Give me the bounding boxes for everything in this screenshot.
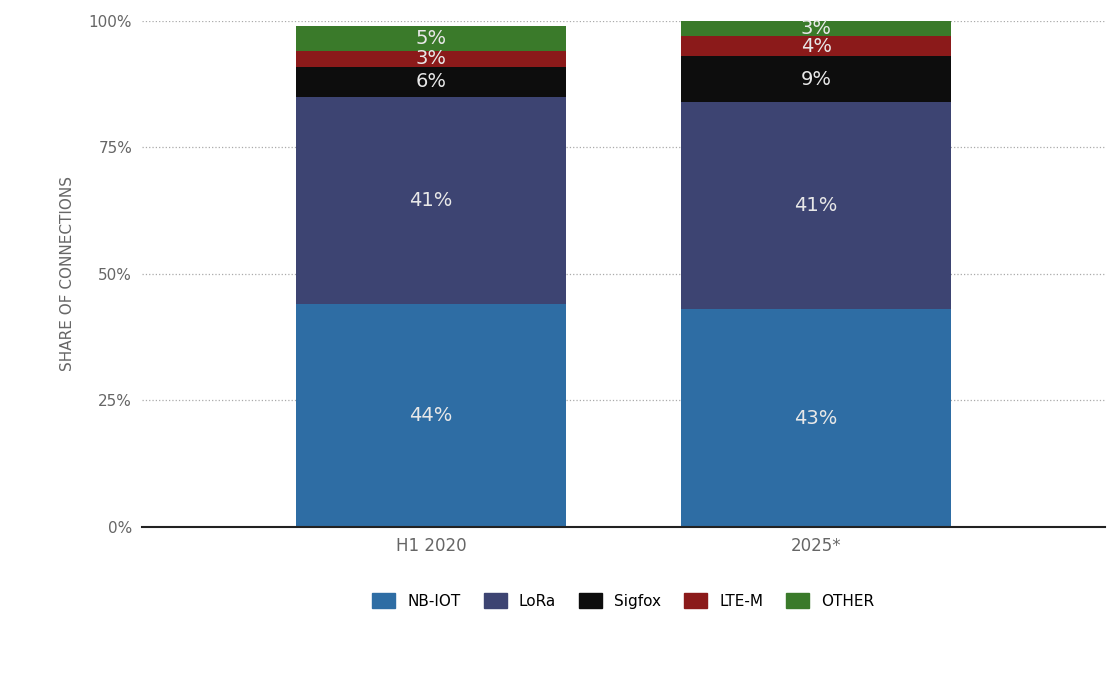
Bar [681, 310, 951, 527]
Text: 9%: 9% [801, 70, 831, 89]
Text: 41%: 41% [794, 196, 838, 215]
Bar [296, 67, 566, 97]
Bar [296, 26, 566, 51]
Text: 5%: 5% [416, 29, 447, 48]
Text: 44%: 44% [409, 406, 452, 425]
Text: 3%: 3% [416, 49, 447, 69]
Text: 6%: 6% [416, 72, 447, 92]
Bar [681, 102, 951, 310]
Bar [681, 36, 951, 57]
Bar [681, 21, 951, 36]
Bar [296, 304, 566, 527]
Bar [681, 57, 951, 102]
Text: 41%: 41% [409, 191, 452, 210]
Text: 3%: 3% [801, 19, 831, 38]
Text: 4%: 4% [801, 37, 831, 56]
Bar [296, 97, 566, 304]
Bar [296, 51, 566, 67]
Legend: NB-IOT, LoRa, Sigfox, LTE-M, OTHER: NB-IOT, LoRa, Sigfox, LTE-M, OTHER [365, 585, 883, 616]
Y-axis label: SHARE OF CONNECTIONS: SHARE OF CONNECTIONS [59, 176, 75, 371]
Text: 43%: 43% [794, 409, 838, 427]
